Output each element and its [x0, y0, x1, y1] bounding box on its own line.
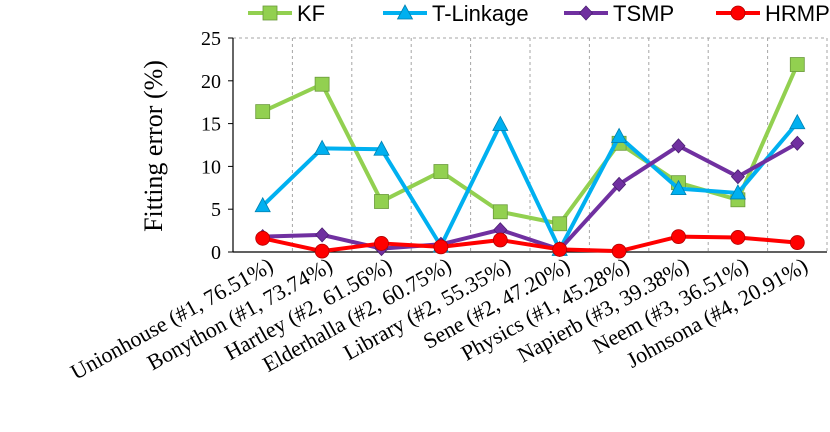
y-tick-label: 0	[211, 242, 221, 264]
series-line	[262, 141, 799, 252]
y-tick-label: 15	[201, 114, 221, 136]
data-point-square	[789, 57, 805, 72]
legend-item: T-Linkage	[383, 1, 529, 26]
legend-item: KF	[248, 1, 325, 26]
data-point-diamond	[612, 176, 627, 192]
data-point-diamond	[578, 5, 594, 21]
y-tick-label: 10	[201, 156, 221, 178]
data-point-triangle	[670, 179, 687, 196]
legend-label: T-Linkage	[432, 1, 529, 26]
legend-label: HRMP	[765, 1, 830, 26]
legend-item: TSMP	[564, 1, 674, 26]
data-point-circle	[552, 242, 568, 257]
grid-lines	[232, 37, 828, 252]
data-point-diamond	[671, 138, 686, 154]
data-point-square	[262, 5, 278, 21]
data-point-circle	[314, 243, 330, 259]
data-point-triangle	[254, 196, 271, 213]
data-point-diamond	[315, 227, 330, 243]
data-point-circle	[730, 5, 746, 21]
data-point-triangle	[729, 184, 747, 200]
data-point-triangle	[373, 140, 390, 156]
data-point-circle	[789, 235, 805, 250]
y-tick-label: 25	[201, 28, 221, 50]
data-point-square	[314, 76, 330, 92]
data-point-square	[552, 216, 568, 232]
y-axis-ticks: 0 5 10 15 20 25	[201, 28, 233, 264]
data-point-diamond	[730, 169, 745, 185]
data-point-circle	[255, 230, 271, 246]
data-point-circle	[611, 243, 627, 259]
legend-label: KF	[297, 1, 325, 26]
legend-item: HRMP	[716, 1, 830, 26]
data-point-square	[255, 104, 271, 120]
series-line	[261, 121, 799, 252]
data-point-circle	[671, 229, 686, 244]
data-point-circle	[433, 239, 449, 255]
series-t-linkage	[254, 113, 806, 256]
data-point-triangle	[610, 127, 628, 143]
legend-label: TSMP	[613, 1, 674, 26]
data-point-circle	[730, 230, 746, 245]
x-axis-categories: Unionhouse (#1, 76.51%)Bonython (#1, 73.…	[66, 253, 812, 385]
series-kf	[255, 57, 805, 232]
data-point-triangle	[313, 139, 331, 155]
data-point-triangle	[789, 113, 806, 130]
data-point-circle	[492, 232, 508, 248]
data-point-square	[492, 204, 508, 220]
y-tick-label: 5	[211, 199, 221, 221]
data-point-square	[374, 194, 389, 209]
axes	[232, 38, 827, 253]
series-line	[262, 234, 798, 254]
y-axis-label: Fitting error (%)	[139, 60, 168, 232]
series-layer	[254, 57, 806, 259]
data-point-triangle	[492, 115, 509, 131]
data-point-square	[433, 164, 449, 179]
legend: KF T-Linkage TSMP HRMP	[248, 1, 830, 26]
data-point-diamond	[790, 135, 805, 151]
y-tick-label: 20	[201, 71, 221, 93]
data-point-circle	[374, 236, 389, 251]
data-point-triangle	[396, 4, 414, 20]
series-hrmp	[255, 229, 805, 259]
